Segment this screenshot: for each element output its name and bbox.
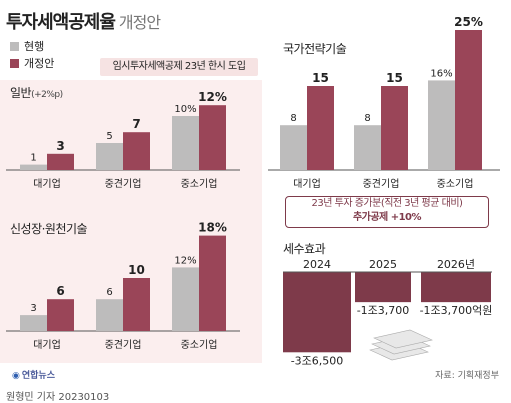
legend: 현행 개정안 bbox=[10, 38, 54, 72]
general-title: 일반 bbox=[10, 86, 32, 100]
general-category-1: 중견기업 bbox=[105, 177, 142, 190]
national-strategic-bar-proposed-1 bbox=[381, 86, 408, 170]
page-title: 투자세액공제율 개정안 bbox=[6, 8, 161, 34]
tax-effect-value-1: -1조3,700 bbox=[357, 304, 410, 317]
tax-effect-value-2: -1조3,700억원 bbox=[420, 304, 493, 317]
new-growth-label-proposed-1: 10 bbox=[128, 263, 145, 277]
general-bar-current-2 bbox=[172, 116, 199, 170]
new-growth-label-current-2: 12% bbox=[174, 255, 196, 266]
national-strategic-label-current-2: 16% bbox=[430, 68, 452, 79]
tax-effect-value-0: -3조6,500 bbox=[291, 354, 344, 367]
legend-label-current: 현행 bbox=[24, 40, 45, 53]
general-subtitle: (+2%p) bbox=[31, 90, 63, 100]
national-strategic-bar-current-1 bbox=[354, 125, 381, 170]
logo-text: 연합뉴스 bbox=[21, 371, 55, 381]
new-growth-label-proposed-2: 18% bbox=[198, 221, 227, 235]
new-growth-label-proposed-0: 6 bbox=[56, 284, 64, 298]
legend-item-proposed: 개정안 bbox=[10, 55, 54, 72]
general-label-current-2: 10% bbox=[174, 104, 196, 115]
general-bar-proposed-2 bbox=[199, 105, 226, 170]
national-strategic-category-1: 중견기업 bbox=[363, 177, 400, 190]
national-strategic-label-proposed-2: 25% bbox=[454, 15, 483, 29]
money-stack-bill-2 bbox=[373, 329, 433, 349]
note-line-1: 23년 투자 증가분(직전 3년 평균 대비) bbox=[311, 198, 463, 209]
source-note: 자료: 기획재정부 bbox=[435, 371, 499, 381]
general-label-current-0: 1 bbox=[30, 153, 36, 164]
temporary-credit-notice: 임시투자세액공제 23년 한시 도입 bbox=[100, 58, 258, 76]
tax-effect-year-0: 2024 bbox=[303, 258, 331, 271]
new-growth-bar-current-2 bbox=[172, 267, 199, 331]
byline: 원형민 기자 20230103 bbox=[6, 392, 110, 403]
logo: ◉ 연합뉴스 bbox=[12, 368, 55, 381]
general-bar-current-0 bbox=[20, 164, 47, 170]
national-strategic-bar-current-0 bbox=[280, 125, 307, 170]
national-strategic-label-current-1: 8 bbox=[364, 113, 370, 124]
new-growth-bar-proposed-1 bbox=[123, 278, 150, 331]
legend-swatch-current bbox=[10, 42, 19, 51]
section-title-general: 일반(+2%p) bbox=[10, 84, 63, 101]
note-line-2-text: 추가공제 +10% bbox=[352, 212, 422, 223]
general-label-proposed-2: 12% bbox=[198, 90, 227, 104]
section-title-new-growth: 신성장·원천기술 bbox=[10, 222, 88, 236]
additional-credit-note: 23년 투자 증가분(직전 3년 평균 대비) 추가공제 +10% bbox=[285, 196, 489, 228]
national-strategic-label-proposed-1: 15 bbox=[386, 71, 403, 85]
section-title-tax-effect: 세수효과 bbox=[283, 242, 326, 256]
general-label-proposed-0: 3 bbox=[56, 139, 64, 153]
legend-swatch-proposed bbox=[10, 59, 19, 68]
title-subtitle: 개정안 bbox=[118, 13, 161, 32]
national-strategic-category-2: 중소기업 bbox=[437, 177, 474, 190]
new-growth-label-current-1: 6 bbox=[106, 287, 112, 298]
general-bar-proposed-1 bbox=[123, 132, 150, 170]
general-bar-proposed-0 bbox=[47, 153, 74, 170]
new-growth-bar-proposed-0 bbox=[47, 299, 74, 331]
general-label-proposed-1: 7 bbox=[132, 117, 140, 131]
new-growth-category-2: 중소기업 bbox=[181, 338, 218, 351]
national-strategic-bar-proposed-2 bbox=[455, 30, 482, 170]
new-growth-bar-proposed-2 bbox=[199, 235, 226, 331]
new-growth-bar-current-0 bbox=[20, 315, 47, 331]
tax-effect-bar-2 bbox=[421, 272, 491, 303]
tax-effect-year-1: 2025 bbox=[369, 258, 397, 271]
legend-item-current: 현행 bbox=[10, 38, 54, 55]
new-growth-category-0: 대기업 bbox=[33, 338, 61, 351]
section-title-national-strategic: 국가전략기술 bbox=[283, 42, 347, 56]
globe-icon: ◉ bbox=[12, 371, 20, 381]
tax-effect-bar-1 bbox=[355, 272, 411, 303]
general-category-0: 대기업 bbox=[33, 177, 61, 190]
general-category-2: 중소기업 bbox=[181, 177, 218, 190]
new-growth-bar-current-1 bbox=[96, 299, 123, 331]
title-main: 투자세액공제율 bbox=[6, 12, 116, 33]
national-strategic-label-current-0: 8 bbox=[290, 113, 296, 124]
new-growth-label-current-0: 3 bbox=[30, 303, 36, 314]
national-strategic-bar-current-2 bbox=[428, 80, 455, 170]
national-strategic-bar-proposed-0 bbox=[307, 86, 334, 170]
tax-effect-bar-0 bbox=[283, 272, 351, 353]
legend-label-proposed: 개정안 bbox=[24, 57, 55, 70]
general-bar-current-1 bbox=[96, 143, 123, 170]
note-line-2: 추가공제 +10% bbox=[286, 211, 488, 225]
new-growth-category-1: 중견기업 bbox=[105, 338, 142, 351]
national-strategic-label-proposed-0: 15 bbox=[312, 71, 329, 85]
national-strategic-category-0: 대기업 bbox=[293, 177, 321, 190]
general-label-current-1: 5 bbox=[106, 131, 112, 142]
tax-effect-year-2: 2026년 bbox=[437, 258, 475, 271]
